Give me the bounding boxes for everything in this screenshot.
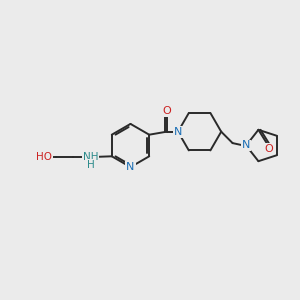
Text: O: O bbox=[264, 144, 273, 154]
Text: N: N bbox=[174, 127, 182, 137]
Text: N: N bbox=[242, 140, 250, 151]
Text: H: H bbox=[87, 160, 95, 170]
Text: NH: NH bbox=[83, 152, 98, 162]
Text: O: O bbox=[162, 106, 171, 116]
Text: N: N bbox=[126, 162, 135, 172]
Text: HO: HO bbox=[36, 152, 52, 162]
